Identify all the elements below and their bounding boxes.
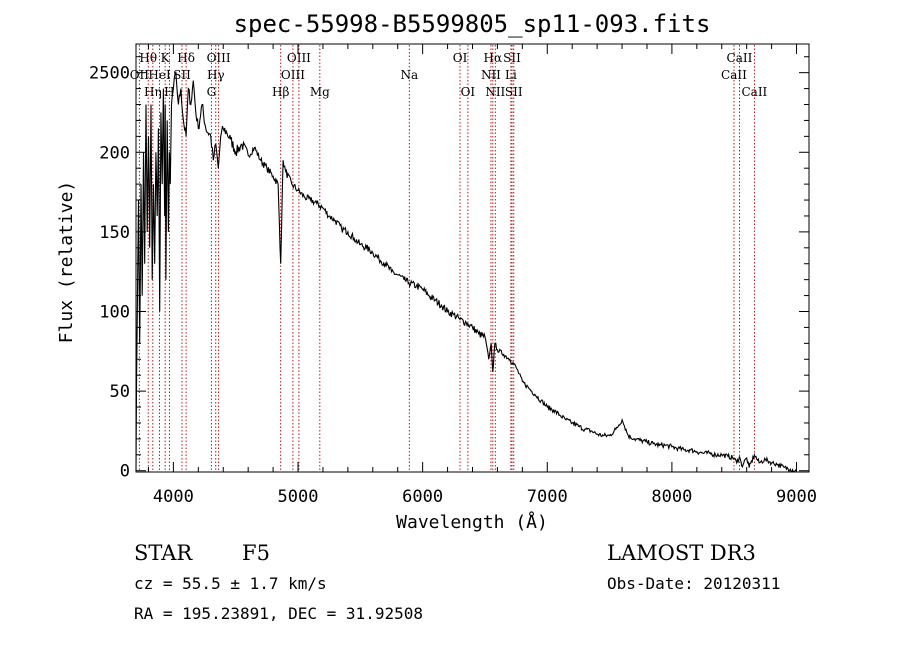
line-label-4: K <box>161 51 171 65</box>
spectral-line-labels: Hθ OII Hη HeI K H SII Hδ OIII Hγ G Hβ OIII OIII Mg Na OI… <box>130 51 768 99</box>
line-label-1: OII <box>130 68 150 82</box>
line-label-8: OIII <box>207 51 231 65</box>
spectrum-line <box>135 71 797 473</box>
line-label-3: HeI <box>148 68 171 82</box>
line-label-16: OI <box>453 51 468 65</box>
x-tick-label-5: 9000 <box>776 487 817 507</box>
line-label-23: SII <box>505 85 523 99</box>
object-subclass: F5 <box>242 541 270 565</box>
line-label-13: OIII <box>281 68 305 82</box>
spectral-line-markers <box>138 45 755 471</box>
object-class: STAR <box>134 541 193 565</box>
line-label-9: Hγ <box>207 68 225 82</box>
plot-frame <box>135 43 810 473</box>
y-axis-ticks: 0 50 100 150 200 2500 <box>89 56 809 482</box>
line-label-19: NII <box>481 68 501 82</box>
line-label-26: CaII <box>741 85 767 99</box>
x-tick-label-2: 6000 <box>402 487 443 507</box>
survey-name: LAMOST DR3 <box>607 541 756 565</box>
y-tick-label-4: 200 <box>99 143 130 163</box>
x-tick-label-0: 4000 <box>153 487 194 507</box>
line-label-24: CaII <box>727 51 753 65</box>
y-tick-label-3: 150 <box>99 223 130 243</box>
obs-date: Obs-Date: 20120311 <box>607 574 780 593</box>
line-label-14: Mg <box>310 85 330 99</box>
coordinates: RA = 195.23891, DEC = 31.92508 <box>134 604 423 623</box>
line-label-17: OI <box>461 85 476 99</box>
line-label-25: CaII <box>721 68 747 82</box>
line-label-21: SII <box>503 51 521 65</box>
line-label-18: Hα <box>484 51 503 65</box>
line-label-2: Hη <box>144 85 162 99</box>
line-label-22: Li <box>505 68 517 82</box>
line-label-15: Na <box>400 68 418 82</box>
y-tick-label-1: 50 <box>110 382 130 402</box>
line-label-6: SII <box>173 68 191 82</box>
line-label-20: NII <box>485 85 505 99</box>
x-tick-label-1: 5000 <box>278 487 319 507</box>
x-axis-label: Wavelength (Å) <box>396 511 548 533</box>
line-label-12: OIII <box>287 51 311 65</box>
line-label-7: Hδ <box>177 51 195 65</box>
x-axis-ticks: 4000 5000 6000 7000 8000 9000 <box>147 44 817 507</box>
line-label-11: Hβ <box>272 85 289 99</box>
y-axis-label: Flux (relative) <box>56 181 77 344</box>
line-label-0: Hθ <box>139 51 157 65</box>
y-tick-label-5: 2500 <box>89 64 130 84</box>
line-label-10: G <box>207 85 217 99</box>
x-tick-label-4: 8000 <box>651 487 692 507</box>
redshift-readout: cz = 55.5 ± 1.7 km/s <box>134 574 327 593</box>
chart-title: spec-55998-B5599805_sp11-093.fits <box>234 10 711 38</box>
line-label-5: H <box>164 85 174 99</box>
y-tick-label-0: 0 <box>120 462 130 482</box>
x-tick-label-3: 7000 <box>527 487 568 507</box>
spectrum-series <box>135 71 797 473</box>
y-tick-label-2: 100 <box>99 303 130 323</box>
